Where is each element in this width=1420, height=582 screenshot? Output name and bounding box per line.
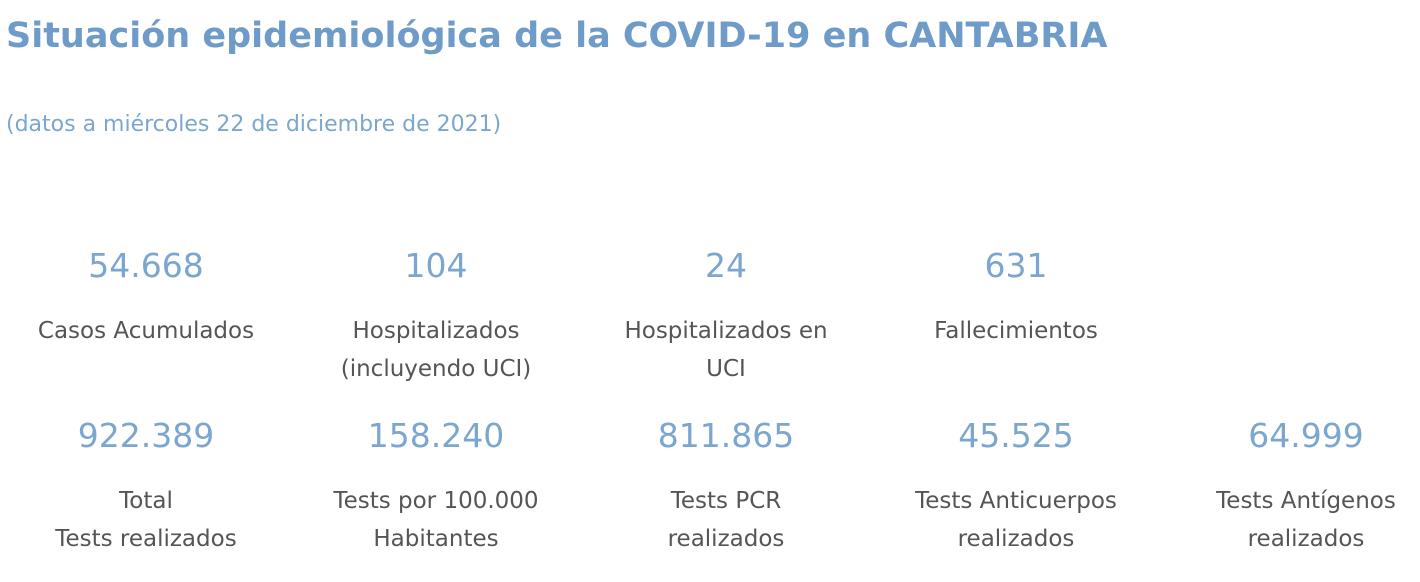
stat-total-tests: 922.389 Total Tests realizados	[26, 416, 266, 558]
stat-label: Tests Anticuerpos realizados	[896, 482, 1136, 558]
data-date-subtitle: (datos a miércoles 22 de diciembre de 20…	[6, 112, 502, 137]
stat-label-line: realizados	[1247, 526, 1365, 552]
stat-label: Tests por 100.000 Habitantes	[316, 482, 556, 558]
stat-value: 922.389	[77, 416, 215, 455]
stat-tests-antigenos: 64.999 Tests Antígenos realizados	[1186, 416, 1420, 558]
stat-label-line: Habitantes	[373, 526, 499, 552]
stat-value: 631	[984, 246, 1048, 285]
stat-label-line: Casos Acumulados	[37, 318, 255, 344]
stat-casos-acumulados: 54.668 Casos Acumulados	[26, 246, 266, 350]
stat-label: Casos Acumulados	[26, 312, 266, 350]
stat-label: Hospitalizados en UCI	[606, 312, 846, 388]
stat-label: Tests PCR realizados	[606, 482, 846, 558]
stat-value: 64.999	[1248, 416, 1364, 455]
stat-value: 158.240	[367, 416, 505, 455]
stat-label-line: Hospitalizados	[352, 318, 520, 344]
stat-tests-pcr: 811.865 Tests PCR realizados	[606, 416, 846, 558]
stat-fallecimientos: 631 Fallecimientos	[896, 246, 1136, 350]
stat-tests-por-100000: 158.240 Tests por 100.000 Habitantes	[316, 416, 556, 558]
stat-value: 811.865	[657, 416, 795, 455]
page-title: Situación epidemiológica de la COVID-19 …	[6, 16, 1108, 56]
stat-value: 24	[705, 246, 747, 285]
stat-label-line: Tests Anticuerpos	[915, 488, 1117, 514]
stat-hospitalizados: 104 Hospitalizados (incluyendo UCI)	[316, 246, 556, 388]
stat-label: Tests Antígenos realizados	[1186, 482, 1420, 558]
stat-label-line: Hospitalizados en	[624, 318, 828, 344]
stat-label-line: Tests realizados	[55, 526, 237, 552]
stat-label-line: realizados	[667, 526, 785, 552]
stat-label-line: Fallecimientos	[934, 318, 1098, 344]
stat-label-line: UCI	[706, 356, 746, 382]
stat-label-line: Tests PCR	[670, 488, 782, 514]
stat-label-line: (incluyendo UCI)	[340, 356, 532, 382]
stat-hospitalizados-uci: 24 Hospitalizados en UCI	[606, 246, 846, 388]
stat-value: 104	[404, 246, 468, 285]
stat-label-line: Total	[119, 488, 173, 514]
stat-label: Fallecimientos	[896, 312, 1136, 350]
stat-label-line: Tests por 100.000	[333, 488, 539, 514]
stat-label-line: Tests Antígenos	[1216, 488, 1396, 514]
stat-label-line: realizados	[957, 526, 1075, 552]
stat-value: 54.668	[88, 246, 204, 285]
stat-label: Hospitalizados (incluyendo UCI)	[316, 312, 556, 388]
stat-tests-anticuerpos: 45.525 Tests Anticuerpos realizados	[896, 416, 1136, 558]
stat-label: Total Tests realizados	[26, 482, 266, 558]
stat-value: 45.525	[958, 416, 1074, 455]
